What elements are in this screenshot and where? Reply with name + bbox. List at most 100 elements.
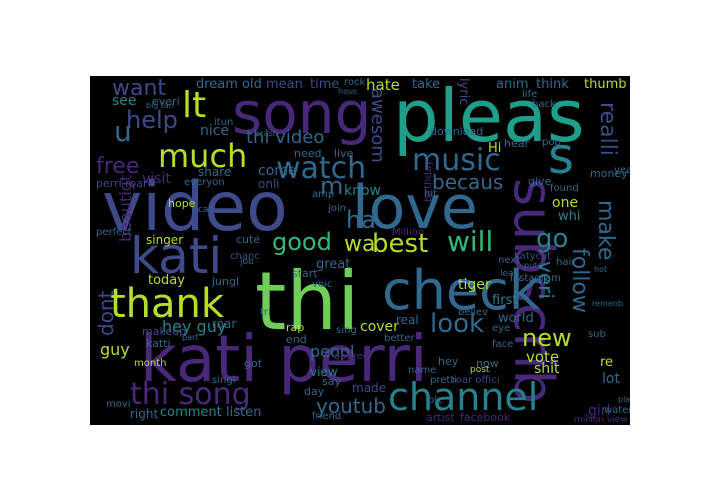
word-remenb: remenb [592, 299, 623, 308]
word-movi: movi [106, 399, 131, 410]
word-girl: girl [588, 403, 611, 419]
word-say: say [322, 375, 341, 388]
word-face: face [492, 339, 514, 350]
word-voic: voic [312, 279, 333, 290]
word-facebook: facebook [460, 411, 511, 424]
word-instagram: instagram [510, 273, 561, 284]
word-katti: katti [146, 337, 171, 350]
word-eye: eye [492, 323, 511, 334]
word-cloud-canvas: pleas song video love subscrib kati thi … [90, 76, 630, 425]
word-hair: hair [556, 257, 576, 268]
word-whi: whi [558, 209, 581, 224]
word-singer: singer [146, 233, 184, 247]
word-post: post [470, 365, 490, 375]
word-re: re [600, 355, 614, 370]
word-will: will [447, 225, 494, 258]
word-come: come [258, 163, 297, 179]
word-free: free [96, 154, 140, 179]
word-awesom: awesom [367, 88, 388, 163]
word-jungl: jungl [212, 275, 240, 288]
word-look: look [430, 309, 485, 339]
word-share: share [198, 165, 232, 179]
word-lyric: lyric [456, 78, 471, 106]
word-music: music [412, 143, 501, 178]
word-sing: sing [336, 325, 357, 336]
word-singl: singl [212, 375, 236, 386]
word-makeup: makeup [142, 325, 187, 338]
word-comment: comment [160, 405, 222, 420]
word-million: Million [392, 227, 425, 238]
word-anim: anim [496, 77, 529, 92]
word-cover: cover [360, 319, 399, 335]
word-place: place [618, 395, 630, 404]
word-day: day [304, 385, 325, 398]
word-see: see [112, 93, 137, 109]
word-help: help [126, 106, 178, 134]
word-perfect: perfect [96, 227, 132, 238]
word-watch: watch [276, 151, 367, 186]
word-visit: visit [142, 171, 171, 187]
word-ha: ha [346, 206, 376, 234]
word-becaus: becaus [432, 170, 504, 194]
word-check: check [382, 259, 541, 322]
word-world: world [498, 311, 534, 326]
word-amp: amp [312, 189, 335, 200]
word-hear: hear [504, 137, 530, 150]
word-tiger: tiger [458, 277, 491, 293]
word-today: today [148, 273, 185, 288]
word-kati-perri: kati perri [140, 323, 428, 397]
word-m: m [320, 172, 344, 200]
word-hope: hope [168, 197, 196, 210]
word-pop: pop [542, 137, 561, 148]
word-found: found [550, 183, 579, 194]
word-chanc: chanc [230, 251, 260, 262]
word-dont: dont [94, 290, 118, 336]
word-kati: kati [130, 227, 223, 285]
word-live: live [334, 147, 354, 160]
word-hit: hit [424, 189, 438, 200]
word-everyon: everyon [184, 177, 225, 188]
word-give: give [528, 175, 552, 188]
word-right: right [130, 407, 159, 421]
word-great: great [316, 257, 351, 272]
word-guy: guy [100, 340, 130, 359]
word-appreci: appreci [334, 351, 372, 362]
word-u: u [114, 115, 132, 148]
word-know: know [344, 183, 381, 199]
word-big-fan: big fan [146, 101, 174, 110]
word-name: name [408, 365, 437, 376]
word-youtub: youtub [316, 394, 386, 418]
word-made: made [352, 381, 387, 395]
word-think: think [536, 77, 569, 92]
word-hous: hous [338, 87, 358, 96]
word-rock: rock [344, 77, 366, 88]
word-go: go [536, 224, 569, 254]
word-wa: wa [344, 232, 376, 257]
word-katycat: katycat [514, 251, 552, 262]
word-plz: plz [428, 395, 443, 406]
word-thi: thi [255, 255, 360, 348]
word-million-view: million view [574, 415, 628, 425]
word-onli: onli [258, 177, 280, 191]
word-pleas: pleas [393, 76, 585, 158]
word-everi: everi [152, 95, 180, 108]
word-hey-guy: hey guy [162, 317, 227, 336]
word-believ: believ [458, 307, 489, 318]
word-money: money [590, 167, 628, 180]
word-song: song [232, 79, 372, 147]
word-thi-video: thi video [246, 127, 325, 148]
word-part: part [182, 333, 199, 342]
word-call: call [198, 205, 214, 215]
word-life: life [522, 89, 538, 100]
word-lead: lead [500, 269, 520, 279]
word-crash: crash [256, 129, 278, 138]
word-dream: dream [196, 77, 238, 92]
word-time: time [310, 77, 340, 92]
word-old: old [242, 77, 262, 92]
word-roar-offici: roar offici [452, 375, 500, 386]
word-download: download [430, 125, 484, 138]
word-cute: cute [236, 233, 261, 246]
word-first: first [492, 293, 518, 308]
word-roar: roar [212, 317, 237, 331]
word-back: back [532, 99, 556, 110]
